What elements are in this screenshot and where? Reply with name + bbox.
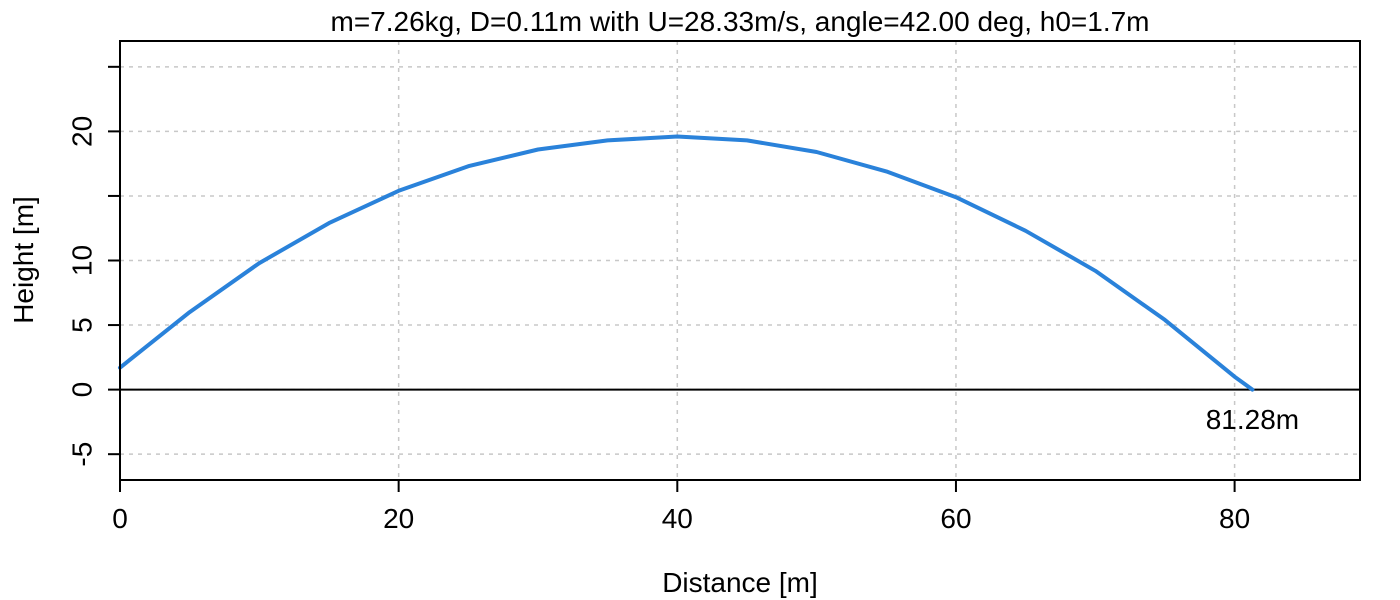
y-tick-label: 5 [67, 317, 98, 333]
x-axis-label: Distance [m] [662, 567, 818, 598]
y-tick-label: 20 [67, 116, 98, 147]
y-tick-label: 10 [67, 245, 98, 276]
y-tick-label: -5 [67, 442, 98, 467]
x-tick-label: 0 [112, 503, 128, 534]
series-layer [118, 134, 1255, 392]
annotations: 81.28m [1206, 404, 1299, 435]
y-axis-label: Height [m] [8, 196, 39, 324]
x-tick-label: 20 [383, 503, 414, 534]
trajectory-line [118, 134, 1255, 392]
x-axis: 0 20 40 60 80 [112, 480, 1250, 534]
y-tick-label: 0 [67, 382, 98, 398]
range-annotation: 81.28m [1206, 404, 1299, 435]
y-axis: -5 0 5 10 20 [67, 41, 121, 480]
grid-lines [119, 41, 1360, 480]
chart-title: m=7.26kg, D=0.11m with U=28.33m/s, angle… [331, 6, 1150, 37]
x-tick-label: 40 [662, 503, 693, 534]
x-tick-label: 60 [940, 503, 971, 534]
x-tick-label: 80 [1219, 503, 1250, 534]
